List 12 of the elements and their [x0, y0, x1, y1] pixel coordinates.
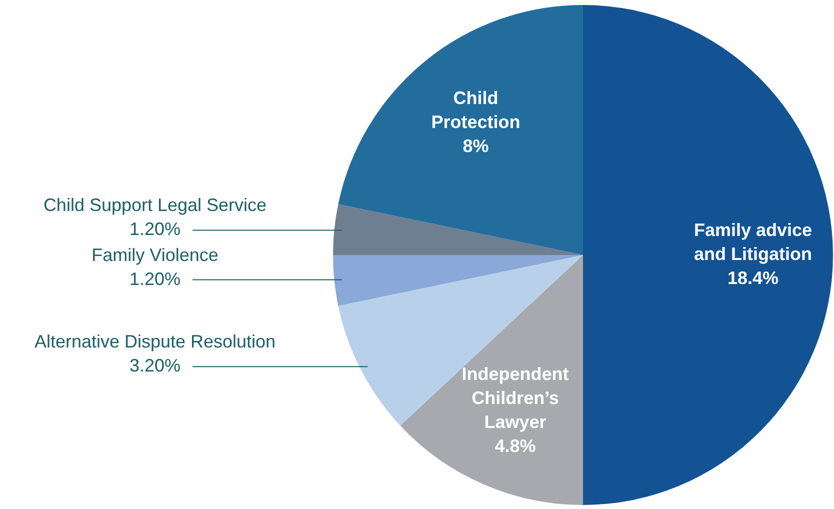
data-label: 4.8%	[494, 436, 536, 456]
data-label: 1.20%	[129, 268, 181, 289]
slice-label: Alternative Dispute Resolution	[34, 332, 276, 352]
slice-label: Child Support Legal Service	[43, 195, 267, 216]
slice-label: Family advice and Litigation	[694, 220, 812, 264]
slice-label: Child Protection	[431, 88, 520, 132]
data-label: 3.20%	[129, 356, 181, 376]
data-label: 1.20%	[129, 219, 181, 240]
data-label: 8%	[462, 136, 489, 156]
slice-label: Independent Children’s Lawyer	[462, 364, 569, 432]
slice-label: Family Violence	[92, 244, 218, 265]
data-label: 18.4%	[727, 268, 779, 288]
